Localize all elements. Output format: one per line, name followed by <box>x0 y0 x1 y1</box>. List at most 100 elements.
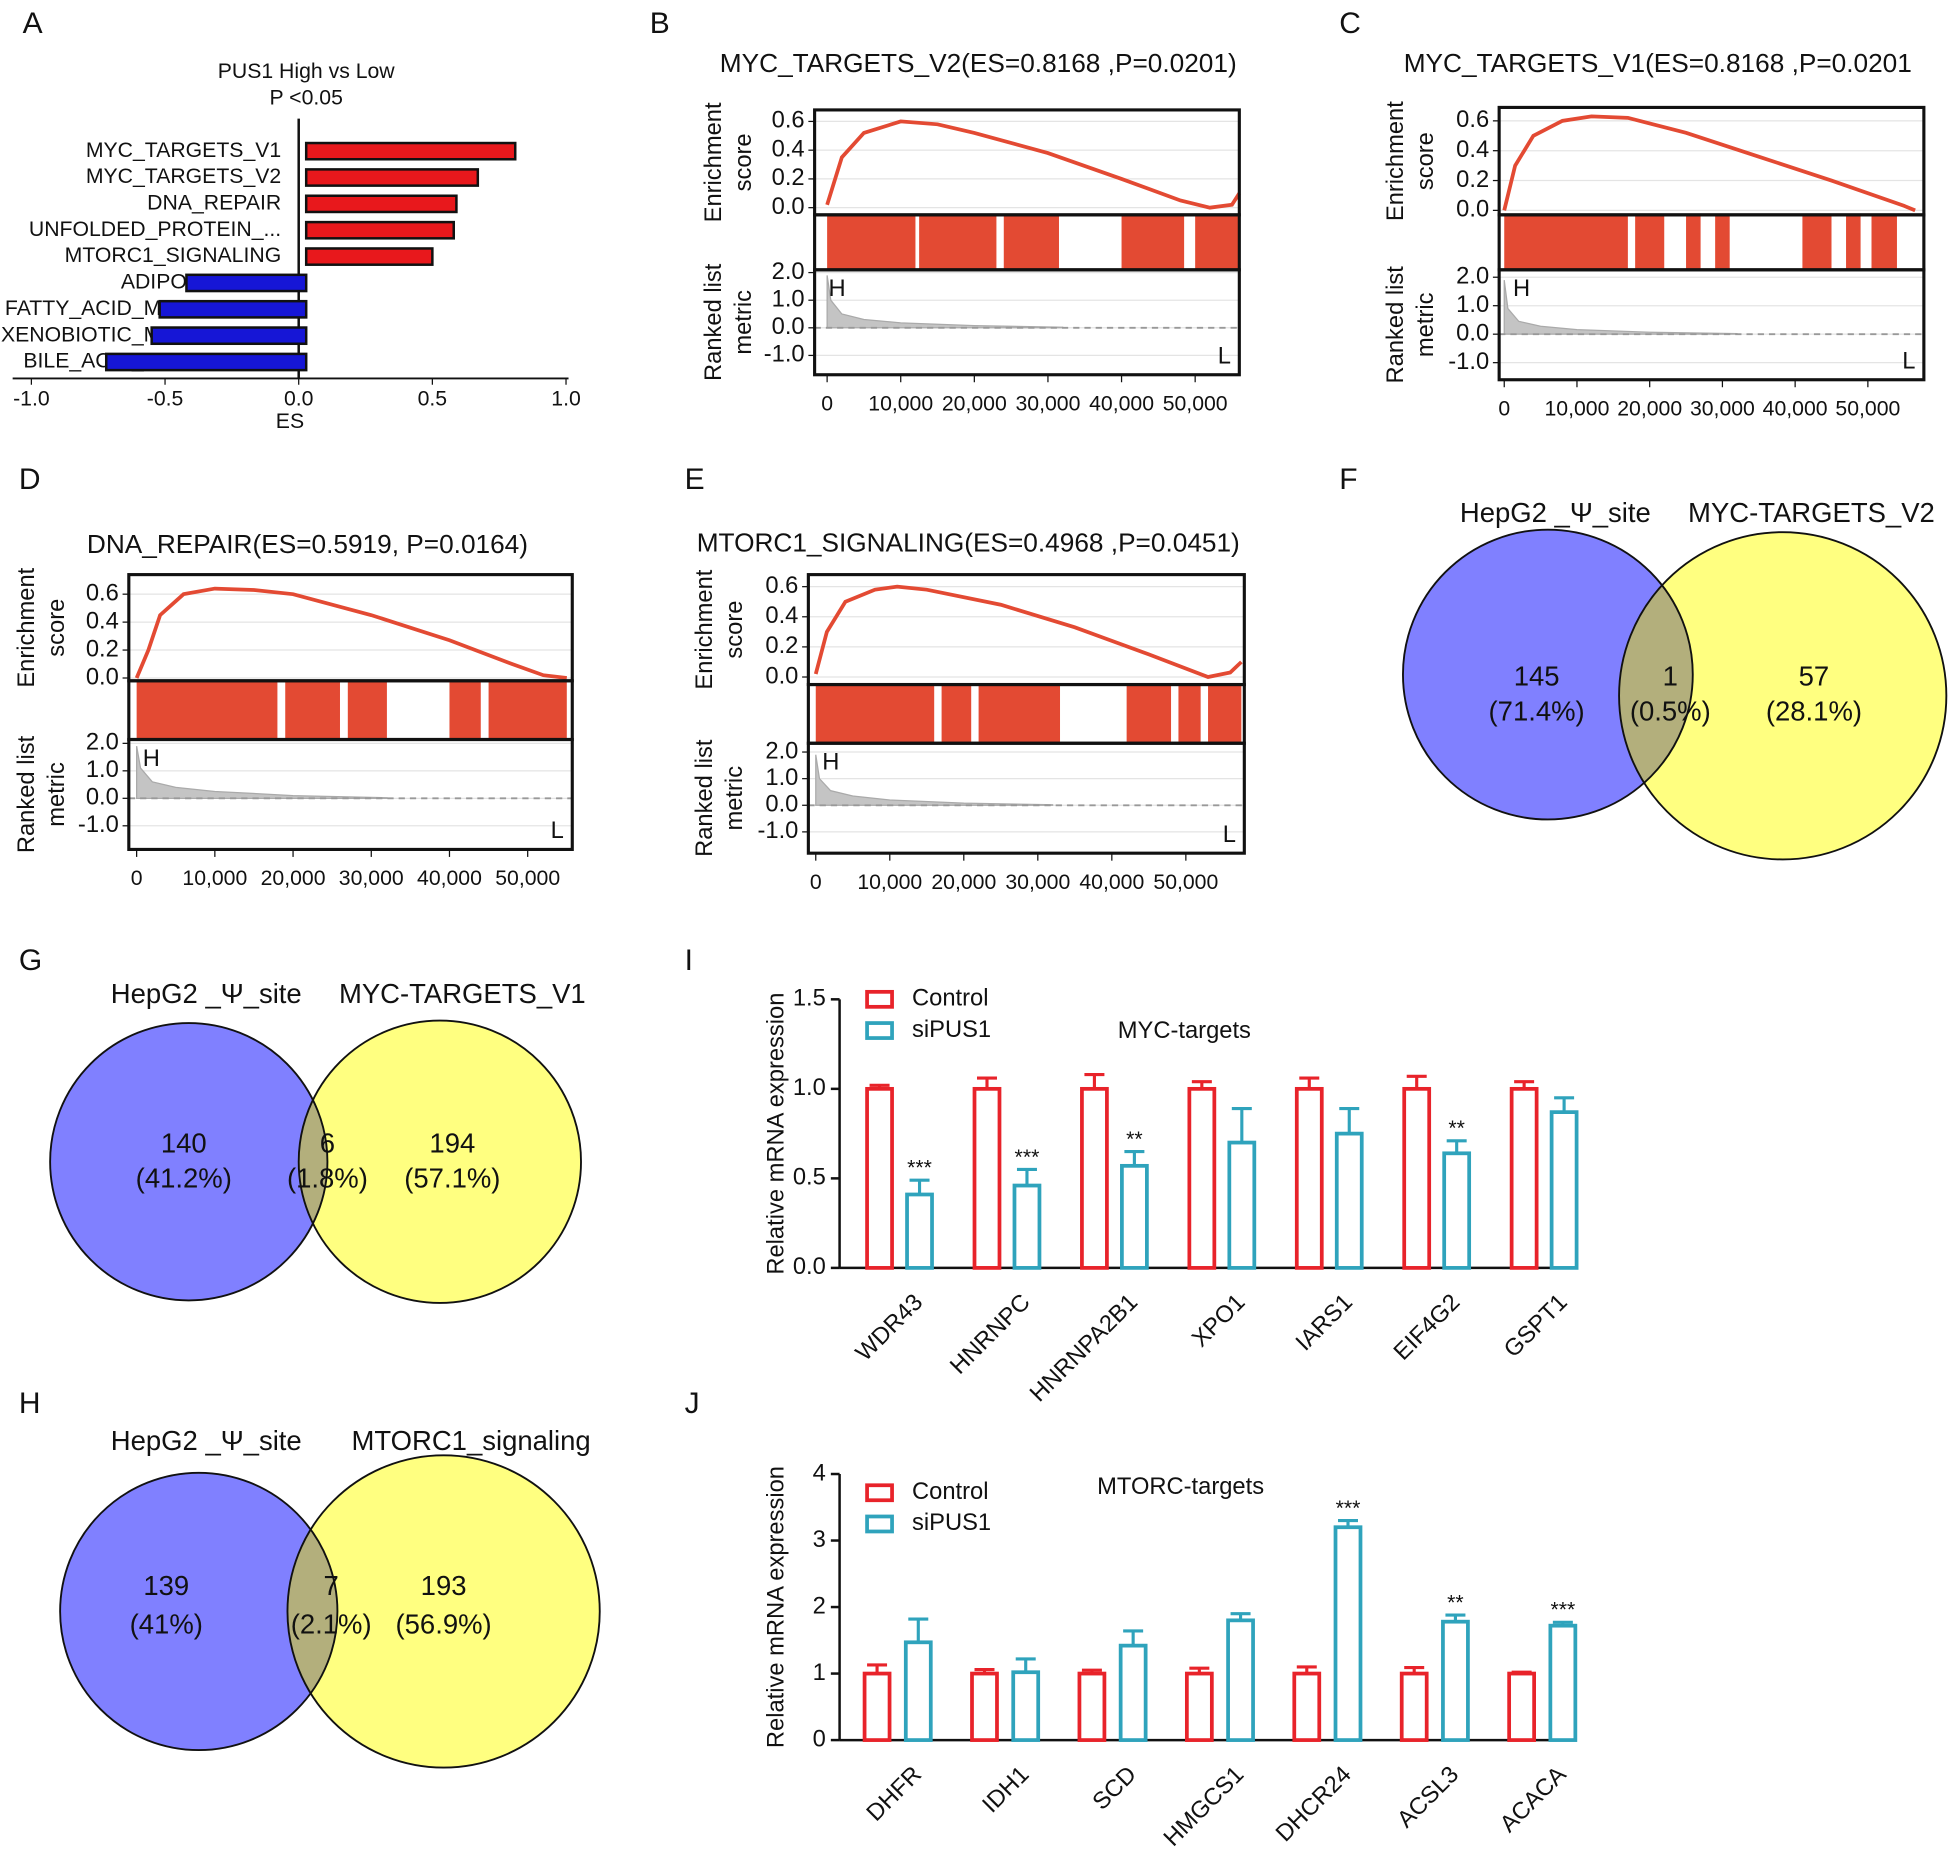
high-label: H <box>822 750 839 776</box>
panel-label: E <box>685 463 705 496</box>
hit-block <box>815 684 935 744</box>
y-tick-label: 2.0 <box>1456 263 1489 289</box>
plot-frame <box>806 741 1246 855</box>
bar <box>1226 1618 1255 1742</box>
legend-swatch <box>865 1483 894 1503</box>
x-tick-label: 20,000 <box>931 871 996 894</box>
high-label: H <box>829 276 846 302</box>
x-tick-label: 0 <box>131 867 143 890</box>
x-tick-label: 30,000 <box>1015 392 1080 415</box>
x-tick-label: 0 <box>821 392 833 415</box>
x-tick-label: SCD <box>1088 1762 1142 1816</box>
set-label: HepG2 _Ψ_site <box>111 1425 302 1456</box>
x-tick-label: 10,000 <box>182 867 247 890</box>
bar <box>1334 1131 1364 1270</box>
high-label: H <box>143 746 160 772</box>
y-tick-label: 1.0 <box>1456 292 1489 318</box>
x-tick-label: HNRNPA2B1 <box>1025 1289 1143 1407</box>
y-tick-label: 0 <box>813 1726 826 1752</box>
y-tick-label: 0.0 <box>765 792 798 818</box>
x-tick-label: 40,000 <box>1079 871 1144 894</box>
x-tick-label: 50,000 <box>1153 871 1218 894</box>
y-tick-label: -1.0 <box>757 818 798 844</box>
y-axis-label: score <box>722 601 748 659</box>
bar <box>1080 1086 1109 1270</box>
set-circle <box>1619 532 1947 860</box>
low-label: L <box>1223 822 1236 848</box>
set-outline <box>1402 528 1694 821</box>
y-tick-label: 2.0 <box>765 738 798 764</box>
x-tick-label: 0.0 <box>284 387 313 410</box>
legend-swatch <box>865 989 894 1009</box>
y-tick-label: 1.0 <box>765 765 798 791</box>
x-tick-label: 20,000 <box>1617 397 1682 420</box>
y-tick-label: 0.5 <box>793 1165 826 1191</box>
y-tick-label: 1 <box>813 1660 826 1686</box>
bar <box>150 326 308 346</box>
set-outline <box>49 1022 329 1302</box>
chart-subtitle: P <0.05 <box>270 86 343 109</box>
chart-title: DNA_REPAIR(ES=0.5919, P=0.0164) <box>87 529 528 559</box>
category-label: UNFOLDED_PROTEIN_... <box>29 218 281 241</box>
category-label: MYC_TARGETS_V1 <box>86 139 281 162</box>
y-tick-label: 1.0 <box>86 757 119 783</box>
y-axis-label: Enrichment <box>692 569 718 689</box>
annotation: MTORC-targets <box>1097 1474 1264 1500</box>
y-axis-label: Enrichment <box>14 567 40 687</box>
y-axis-label: metric <box>1413 292 1439 357</box>
y-tick-label: 0.0 <box>765 663 798 689</box>
y-tick-label: 0.0 <box>772 194 805 220</box>
es-curve <box>1502 114 1916 213</box>
panel-label: B <box>650 7 670 40</box>
legend-label: Control <box>912 986 988 1012</box>
region-count: 145 <box>1514 661 1560 692</box>
hit-block <box>136 680 278 740</box>
x-tick-label: HMGCS1 <box>1159 1762 1249 1852</box>
bar <box>905 1192 934 1270</box>
bar <box>1227 1140 1257 1270</box>
y-tick-label: -1.0 <box>1448 349 1489 375</box>
x-tick-label: 30,000 <box>1005 871 1070 894</box>
x-tick-label: 20,000 <box>942 392 1007 415</box>
y-tick-label: 1.5 <box>793 986 826 1012</box>
bar <box>1187 1086 1217 1270</box>
y-tick-label: 0.2 <box>86 636 119 662</box>
x-tick-label: 50,000 <box>1835 397 1900 420</box>
bar <box>304 247 434 266</box>
bar <box>1333 1525 1363 1742</box>
x-tick-label: DHFR <box>862 1762 927 1827</box>
x-tick-label: 40,000 <box>417 867 482 890</box>
region-percent: (71.4%) <box>1489 696 1585 727</box>
x-tick-label: 10,000 <box>868 392 933 415</box>
x-tick-label: 30,000 <box>1690 397 1755 420</box>
x-tick-label: IARS1 <box>1291 1289 1358 1356</box>
x-tick-label: 30,000 <box>339 867 404 890</box>
chart-title: PUS1 High vs Low <box>218 60 396 83</box>
hit-block <box>1871 214 1897 270</box>
region-count: 139 <box>143 1570 189 1601</box>
x-tick-label: HNRNPC <box>946 1289 1036 1379</box>
region-percent: (1.8%) <box>287 1163 368 1194</box>
y-tick-label: 0.6 <box>1456 107 1489 133</box>
bar <box>970 1671 999 1742</box>
hit-block <box>1715 214 1730 270</box>
legend-label: Control <box>912 1479 988 1505</box>
x-tick-label: 10,000 <box>857 871 922 894</box>
bar <box>1292 1671 1322 1742</box>
set-circle <box>1402 529 1693 820</box>
x-tick-label: 50,000 <box>495 867 560 890</box>
x-tick-label: ACSL3 <box>1393 1762 1465 1834</box>
bar <box>903 1640 933 1742</box>
y-tick-label: 2.0 <box>86 730 119 756</box>
y-axis-label: metric <box>44 762 70 827</box>
bar <box>1402 1086 1432 1270</box>
hit-block <box>1121 214 1185 270</box>
bar <box>304 220 455 240</box>
y-tick-label: -1.0 <box>78 812 119 838</box>
set-outline <box>1618 531 1948 861</box>
y-tick-label: 0.6 <box>765 573 798 599</box>
set-outline <box>59 1471 339 1752</box>
x-tick-label: EIF4G2 <box>1389 1289 1465 1365</box>
y-tick-label: 0.4 <box>765 603 798 629</box>
